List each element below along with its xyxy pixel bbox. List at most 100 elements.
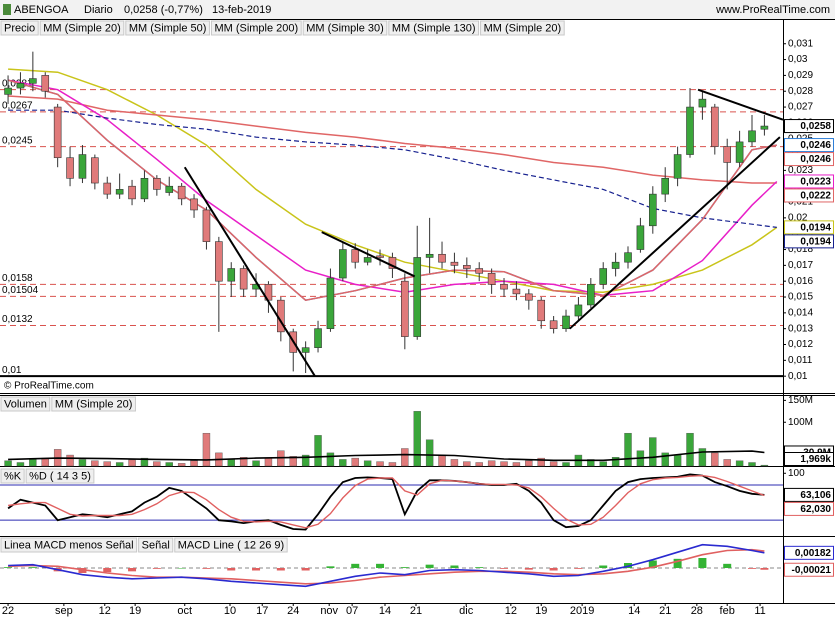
volume-bar [587,459,595,467]
candle-body [735,141,744,163]
x-tick-label: 22 [2,605,14,617]
volume-bar [723,459,731,467]
histogram-bar [103,568,112,573]
volume-bar [698,448,707,467]
legend-label: MM (Simple 20) [43,22,121,34]
oscillator-line [8,474,765,529]
histogram-bar [748,568,757,569]
candle-body [636,225,645,250]
volume-bar [4,460,12,467]
volume-bar [363,460,372,467]
histogram-bar [276,568,285,571]
candle-body [91,157,99,184]
volume-bar [525,460,533,467]
legend-label: Señal [142,539,170,551]
volume-bar [78,459,87,467]
candle-body [314,328,322,348]
volume-bar [41,457,49,467]
volume-bar [673,454,682,467]
volume-bar [401,448,409,467]
volume-bar [537,457,545,467]
candle-body [599,268,608,285]
legend-box [0,396,51,412]
x-tick-label: nov [320,605,338,617]
x-tick-label: 12 [505,605,517,617]
y-tick-label: 0,03 [788,54,808,65]
volume-bar [264,457,273,467]
y-tick-label: 0,011 [788,355,813,366]
histogram-bar [351,563,360,568]
x-tick-label: 21 [659,605,671,617]
value-label: 0,0246 [800,154,831,165]
legend-label: Linea MACD menos Señal [4,539,134,551]
level-label: 0,01 [2,365,22,376]
candle-body [624,252,632,263]
candle-body [413,257,422,337]
level-label: 0,0132 [2,314,33,325]
volume-bar [177,463,186,467]
source: www.ProRealTime.com [715,4,830,16]
histogram-bar [227,568,236,571]
last-price: 0,0258 (-0,77%) [124,4,203,16]
volume-bar [487,460,496,467]
x-tick-label: 24 [287,605,299,617]
value-box [784,138,834,153]
volume-bar [252,460,260,467]
candle-body [351,249,360,263]
volume-average [8,450,765,462]
candle-body [661,177,670,195]
histogram-bar [376,563,385,568]
candle-body [103,182,112,195]
volume-bar [202,432,211,467]
volume-bar [91,460,99,467]
value-label: 0,0222 [800,191,831,202]
value-label: 62,030 [800,504,831,515]
value-label: -0,00021 [792,565,832,576]
value-label: 0,0194 [800,237,831,248]
volume-bar [735,460,744,467]
y-tick-label: 0,018 [788,244,813,255]
legend-box [51,396,136,412]
value-label: 0,0194 [800,223,831,234]
volume-bar [140,457,149,467]
histogram-bar [128,568,137,572]
volume-bar [115,462,124,467]
y-tick-label: 0,013 [788,323,813,334]
volume-bar [239,457,248,467]
volume-bar [562,462,570,467]
y-tick-label: 0,012 [788,339,813,350]
trendline [183,166,316,377]
candle-body [376,255,384,258]
copyright: © ProRealTime.com [4,381,94,392]
x-tick-label: feb [720,605,735,617]
candle-body [53,106,62,159]
histogram-bar [475,567,484,568]
volume-bar [326,452,335,467]
volume-bar [376,461,384,467]
legend-label: MM (Simple 200) [214,22,298,34]
volume-bar [190,460,198,467]
volume-bar [649,437,657,467]
macd-line [8,543,765,588]
candle-body [215,241,223,282]
candle-body [401,280,409,337]
volume-bar [388,462,397,467]
candle-body [363,257,372,263]
histogram-bar [425,564,434,568]
x-tick-label: 14 [379,605,391,617]
x-tick-label: 28 [691,605,703,617]
legend-box [210,20,302,36]
volume-bar [475,462,483,467]
candle-body [326,277,335,329]
moving-average [8,68,778,294]
candle-body [78,154,87,179]
volume-bar [103,461,111,467]
y-tick-label: 0,027 [788,102,813,113]
histogram-bar [252,568,261,571]
volume-bar [128,459,136,467]
candle-body [66,157,74,179]
histogram-bar [599,565,608,568]
volume-bar [425,439,434,467]
